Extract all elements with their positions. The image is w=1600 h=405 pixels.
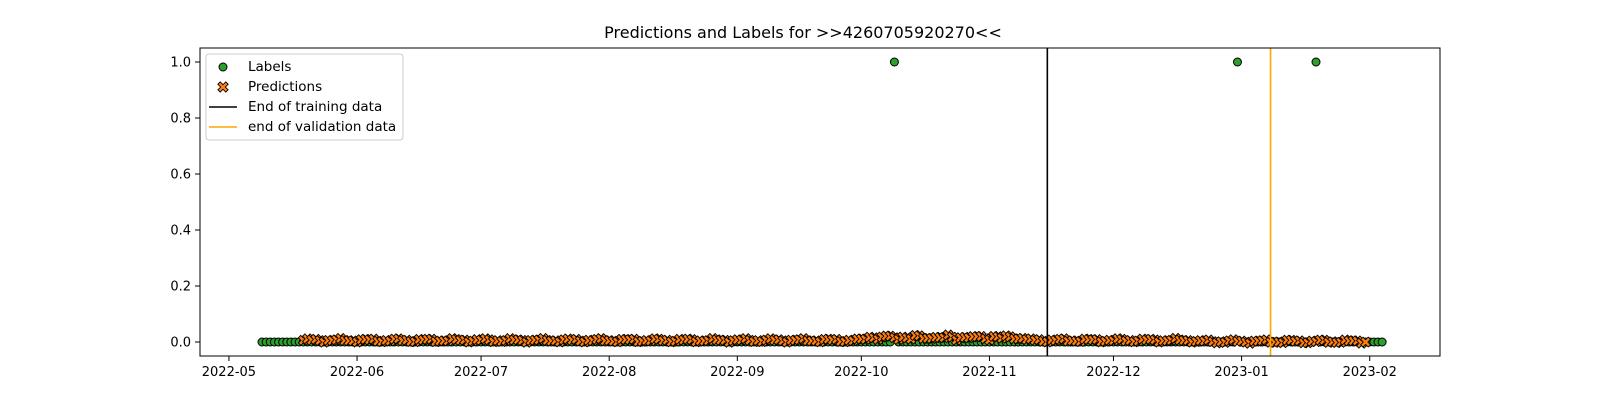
label-point [1377,337,1387,347]
label-point [1311,57,1321,67]
legend-vline-label: end of validation data [248,119,396,135]
axes: 2022-05 2022-06 2022-07 2022-08 2022-09 2022-… [170,56,1397,381]
legend-predictions-label: Predictions [248,79,322,95]
y-tick-label: 0.8 [170,112,191,127]
chart-title: Predictions and Labels for >>42607059202… [604,23,1002,42]
y-tick-label: 0.6 [170,168,191,183]
legend-box [205,53,404,141]
labels-series [257,57,1387,347]
y-tick-label: 0.4 [170,224,191,239]
prediction-marker [1361,337,1370,347]
prediction-marker [218,82,228,92]
legend-vline-label: End of training data [248,99,382,115]
label-point [1232,57,1242,67]
x-tick-label: 2023-02 [1343,365,1397,380]
plot-content [257,48,1387,356]
y-tick-label: 1.0 [170,56,191,71]
legend: Labels Predictions End of training data end… [205,53,404,141]
x-tick-label: 2022-07 [454,365,508,380]
x-tick-label: 2022-05 [202,365,256,380]
x-tick-label: 2022-08 [582,365,636,380]
legend-labels-label: Labels [248,59,291,75]
label-point [889,57,899,67]
legend-labels-swatch [218,62,228,72]
x-tick-label: 2022-11 [962,365,1016,380]
x-tick-label: 2023-01 [1214,365,1268,380]
plot-frame [199,47,1441,357]
legend-predictions-swatch [217,81,229,93]
y-tick-label: 0.0 [170,336,191,351]
predictions-series [297,329,1372,349]
x-tick-label: 2022-09 [710,365,764,380]
x-tick-label: 2022-10 [834,365,888,380]
x-tick-label: 2022-06 [330,365,384,380]
y-tick-label: 0.2 [170,280,191,295]
x-tick-label: 2022-12 [1086,365,1140,380]
